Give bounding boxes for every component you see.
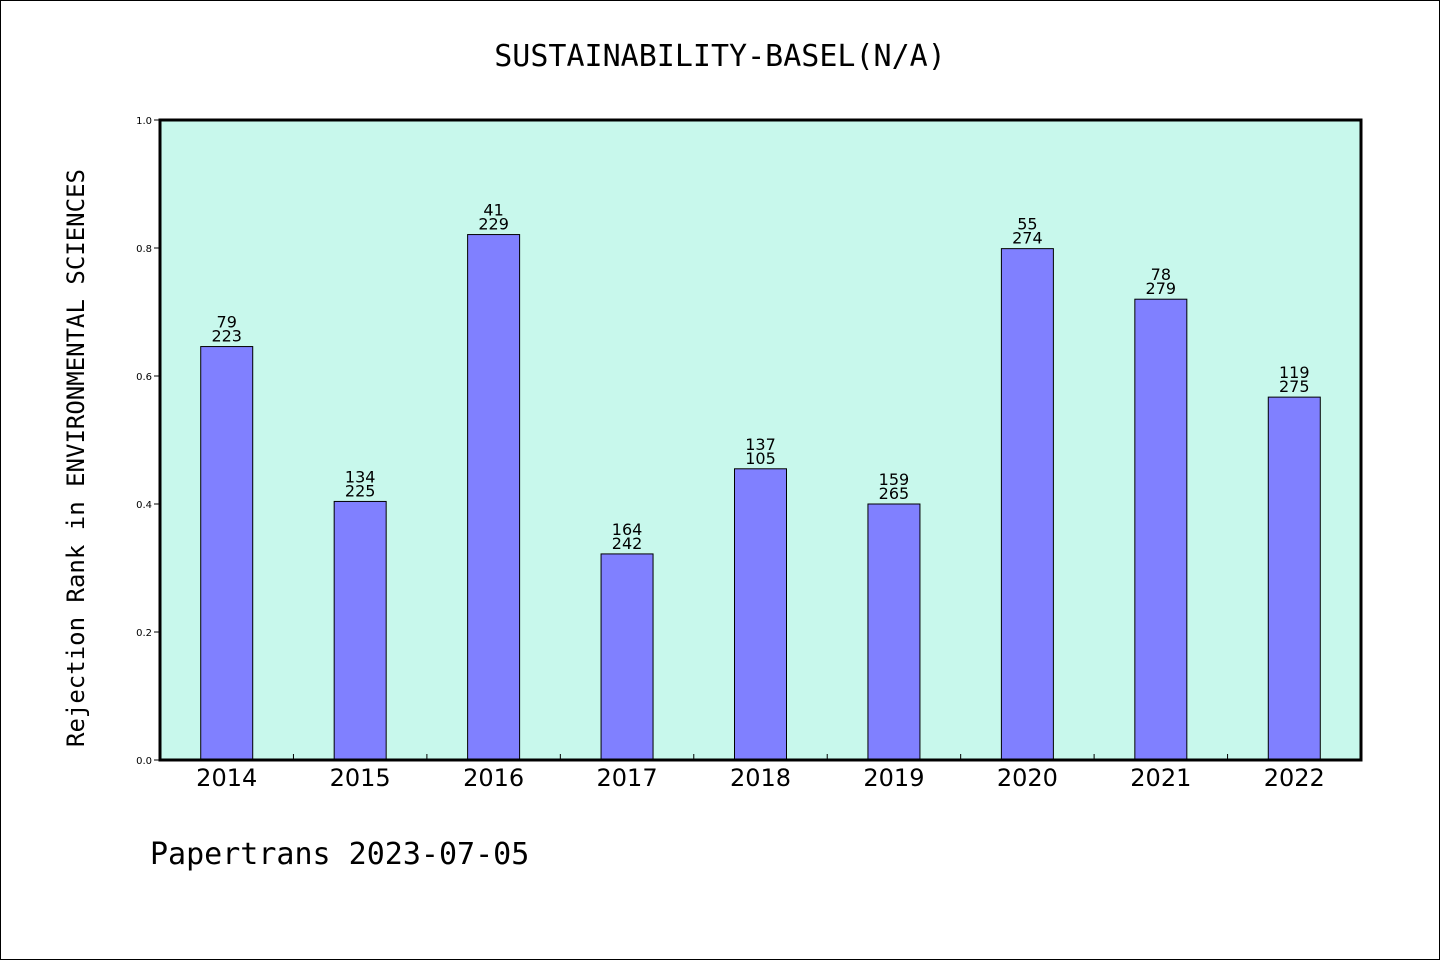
bar-2017 xyxy=(600,553,654,761)
y-tick-label-0.2: 0.2 xyxy=(136,628,152,639)
bar-2015 xyxy=(333,500,387,761)
bar-label-bottom-2022: 275 xyxy=(1279,377,1310,396)
y-tick-label-0.8: 0.8 xyxy=(136,244,152,255)
x-tick-label-2021: 2021 xyxy=(1130,764,1191,792)
x-tick-label-2017: 2017 xyxy=(597,764,658,792)
bar-2016 xyxy=(467,234,521,761)
y-tick-label-0.6: 0.6 xyxy=(136,372,152,383)
plot-area xyxy=(158,118,1363,762)
bar-label-bottom-2014: 223 xyxy=(211,327,242,346)
bar-label-top-2015: 134 xyxy=(345,467,376,486)
y-axis-label: Rejection Rank in ENVIRONMENTAL SCIENCES xyxy=(62,169,90,747)
y-axis-ticks: 0.0 0.2 0.4 0.6 0.8 1.0 xyxy=(136,116,160,767)
footer-text: Papertrans 2023-07-05 xyxy=(150,837,529,872)
y-tick-label-1.0: 1.0 xyxy=(136,116,152,127)
bar-label-top-2018: 137 xyxy=(745,435,776,454)
bar-label-top-2014: 79 xyxy=(217,313,237,332)
x-tick-label-2016: 2016 xyxy=(463,764,524,792)
bar-2018 xyxy=(734,468,787,761)
x-tick-label-2014: 2014 xyxy=(196,764,257,792)
bar-label-bottom-2015: 225 xyxy=(345,481,376,500)
bar-label-bottom-2020: 274 xyxy=(1012,229,1043,248)
y-tick-label-0.4: 0.4 xyxy=(136,500,152,511)
x-tick-label-2018: 2018 xyxy=(730,764,791,792)
bar-label-top-2020: 55 xyxy=(1017,215,1037,234)
x-tick-label-2020: 2020 xyxy=(997,764,1058,792)
bar-2020 xyxy=(1000,248,1054,761)
bar-label-bottom-2017: 242 xyxy=(612,534,643,553)
bar-label-bottom-2016: 229 xyxy=(478,215,509,234)
y-tick-label-0.0: 0.0 xyxy=(136,756,152,767)
bar-label-top-2022: 119 xyxy=(1279,363,1310,382)
bar-label-bottom-2019: 265 xyxy=(879,484,910,503)
bar-label-top-2017: 164 xyxy=(612,520,643,539)
chart-title: SUSTAINABILITY-BASEL(N/A) xyxy=(494,39,946,74)
x-tick-label-2019: 2019 xyxy=(863,764,924,792)
bar-label-top-2021: 78 xyxy=(1151,265,1171,284)
bar-label-top-2016: 41 xyxy=(483,201,503,220)
x-tick-label-2015: 2015 xyxy=(330,764,391,792)
bar-2022 xyxy=(1267,396,1321,761)
bar-label-bottom-2018: 105 xyxy=(745,449,776,468)
bar-2019 xyxy=(867,503,921,761)
bar-2014 xyxy=(200,346,254,761)
bar-2021 xyxy=(1134,298,1188,761)
x-axis-ticks: 2014 2015 2016 2017 2018 2019 2020 2021 2022 xyxy=(196,754,1325,792)
x-tick-label-2022: 2022 xyxy=(1264,764,1325,792)
bar-label-bottom-2021: 279 xyxy=(1146,279,1177,298)
bar-label-top-2019: 159 xyxy=(879,470,910,489)
